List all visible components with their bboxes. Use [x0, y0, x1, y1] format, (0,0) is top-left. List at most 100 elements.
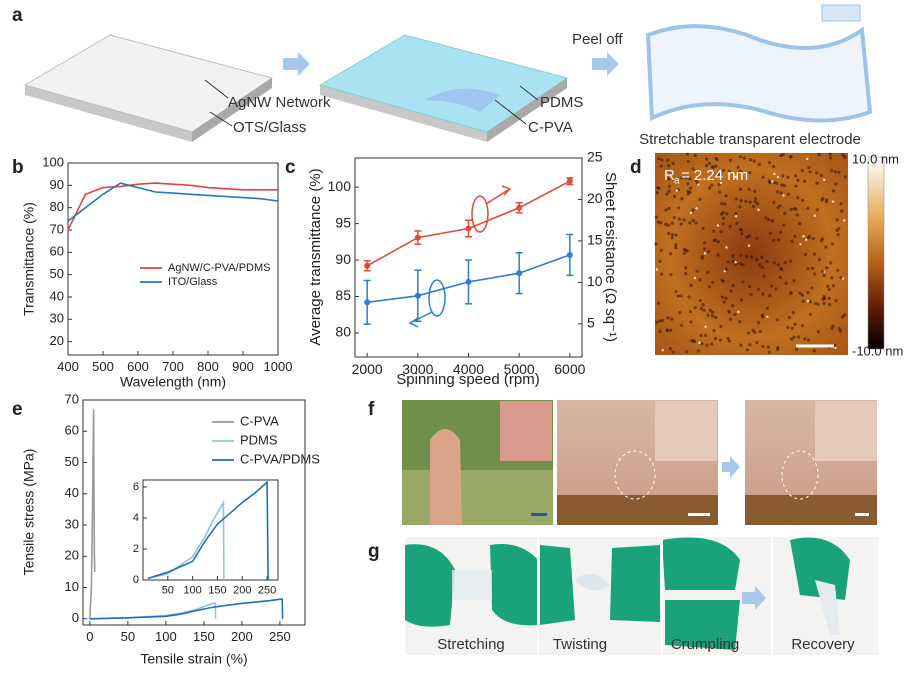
afm-grain: [822, 301, 826, 305]
afm-grain: [656, 220, 660, 224]
afm-grain: [677, 217, 681, 221]
afm-grain: [720, 212, 724, 216]
roughness-value: = 2.24 nm: [681, 167, 748, 184]
afm-grain: [688, 310, 693, 314]
afm-grain: [824, 200, 829, 204]
afm-grain: [782, 183, 786, 188]
afm-grain: [727, 309, 731, 313]
afm-grain: [774, 287, 778, 291]
afm-grain: [689, 186, 693, 190]
afm-grain: [658, 259, 662, 264]
afm-grain: [738, 155, 743, 159]
x-tick-label: 2000: [352, 361, 383, 377]
afm-grain: [816, 330, 821, 334]
y-tick-label: 60: [65, 423, 79, 438]
afm-grain: [776, 175, 780, 179]
afm-grain: [766, 345, 770, 349]
afm-grain: [800, 293, 804, 297]
afm-grain: [789, 207, 793, 211]
afm-grain: [737, 310, 740, 314]
x-tick-label: 4000: [453, 361, 484, 377]
afm-grain: [657, 157, 661, 161]
afm-grain: [710, 165, 714, 169]
afm-grain: [783, 211, 787, 215]
data-point: [566, 178, 573, 185]
afm-grain: [837, 227, 841, 231]
legend-label: C-PVA: [240, 413, 279, 428]
afm-grain: [815, 181, 819, 185]
afm-grain: [803, 337, 807, 341]
afm-grain: [716, 224, 720, 227]
afm-grain: [821, 297, 825, 301]
afm-grain: [664, 222, 668, 226]
y-tick-label: 90: [335, 251, 351, 267]
series-line: [89, 409, 96, 619]
afm-grain: [800, 324, 805, 328]
afm-grain: [813, 272, 817, 276]
afm-grain: [747, 285, 752, 289]
x-tick-label: 3000: [402, 361, 433, 377]
afm-grain: [801, 198, 805, 202]
afm-grain: [736, 165, 740, 170]
plot-frame: [142, 479, 279, 581]
y2-tick-label: 20: [587, 190, 603, 206]
data-point: [516, 204, 523, 211]
afm-grain: [812, 349, 816, 353]
afm-grain: [824, 245, 828, 249]
diagram-label: AgNW Network: [228, 94, 331, 111]
afm-grain: [806, 266, 810, 271]
afm-grain: [816, 302, 820, 306]
x-axis-title: Spinning speed (rpm): [396, 371, 539, 388]
afm-grain: [688, 190, 692, 194]
y-tick-label: 100: [42, 154, 64, 169]
afm-grain: [728, 224, 732, 229]
diagram-label: PDMS: [540, 94, 583, 111]
afm-grain: [710, 342, 714, 346]
y-axis-title: Tensile stress (MPa): [21, 449, 37, 576]
afm-grain: [822, 295, 826, 299]
afm-grain: [734, 215, 738, 218]
x-tick-label: 250: [269, 629, 291, 644]
afm-grain: [812, 252, 817, 256]
afm-grain: [715, 158, 719, 162]
afm-grain: [792, 335, 796, 339]
afm-grain: [698, 298, 702, 303]
afm-grain: [691, 167, 695, 171]
afm-grain: [779, 191, 783, 195]
afm-grain: [671, 350, 675, 354]
y-tick-label: 2: [133, 543, 139, 555]
afm-grain: [762, 274, 766, 278]
afm-grain: [668, 346, 673, 351]
afm-grain: [670, 221, 674, 225]
afm-grain: [756, 287, 760, 291]
afm-grain: [697, 349, 701, 353]
afm-grain: [830, 326, 834, 331]
afm-grain: [684, 266, 688, 270]
afm-grain: [792, 279, 796, 283]
afm-grain: [731, 254, 735, 258]
y-tick-label: 6: [133, 481, 139, 493]
afm-grain: [778, 204, 782, 208]
afm-grain: [778, 230, 783, 234]
afm-grain: [667, 164, 671, 168]
afm-grain: [654, 215, 658, 219]
afm-grain: [724, 194, 728, 198]
afm-grain: [731, 304, 735, 308]
afm-grain: [765, 259, 769, 264]
afm-grain: [804, 238, 808, 241]
afm-grain: [669, 273, 673, 277]
afm-grain: [837, 327, 842, 331]
afm-grain: [775, 318, 779, 322]
afm-grain: [698, 197, 702, 201]
afm-grain: [721, 279, 725, 283]
inset-background: [143, 480, 278, 580]
afm-grain: [658, 319, 662, 323]
afm-grain: [692, 339, 697, 344]
afm-grain: [791, 311, 795, 315]
afm-grain: [714, 315, 718, 319]
afm-grain: [740, 232, 744, 236]
afm-grain: [695, 207, 698, 210]
diagram-label: Stretchable transparent electrode: [639, 131, 861, 148]
